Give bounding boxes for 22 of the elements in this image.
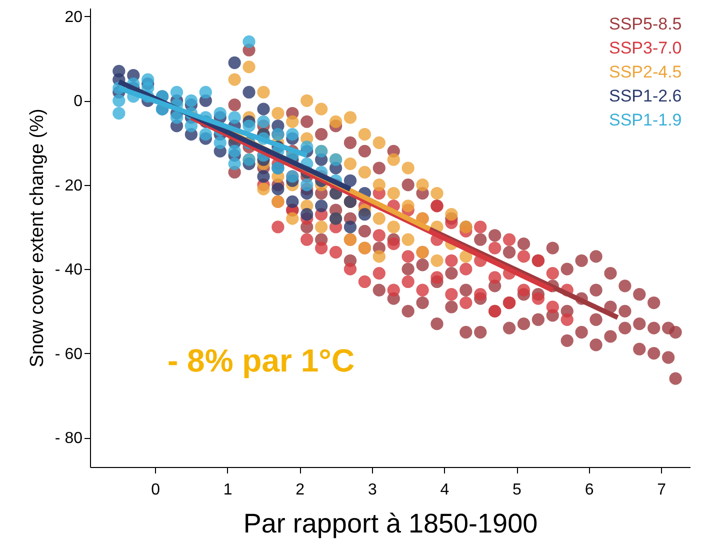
text: SSP1-1.9	[609, 110, 682, 130]
x-tick-label: 5	[512, 482, 522, 498]
x-axis-title: Par rapport à 1850-1900	[243, 508, 538, 538]
x-tick-label: 7	[657, 482, 666, 498]
x-tick-label: 3	[368, 482, 377, 498]
x-tick-label: 6	[584, 482, 594, 498]
x-tick-label: 0	[151, 482, 160, 498]
x-tick-label: 1	[223, 482, 232, 498]
text: SSP2-4.5	[609, 62, 682, 82]
annotation: - 8% par 1°C	[167, 342, 355, 378]
y-tick-label: - 80	[54, 430, 83, 448]
x-tick-label: 4	[440, 482, 450, 498]
x-tick-label: 2	[296, 482, 305, 498]
text: SSP1-2.6	[609, 86, 682, 106]
y-tick-label: - 40	[54, 262, 83, 279]
y-axis-title: Snow cover extent change (%)	[26, 108, 48, 368]
y-tick-label: 20	[64, 8, 83, 26]
text: SSP3-7.0	[609, 38, 682, 58]
text: SSP5-8.5	[609, 14, 682, 34]
y-tick-label: 0	[74, 93, 83, 110]
y-tick-label: - 60	[54, 346, 83, 363]
y-tick-label: - 20	[54, 177, 83, 194]
